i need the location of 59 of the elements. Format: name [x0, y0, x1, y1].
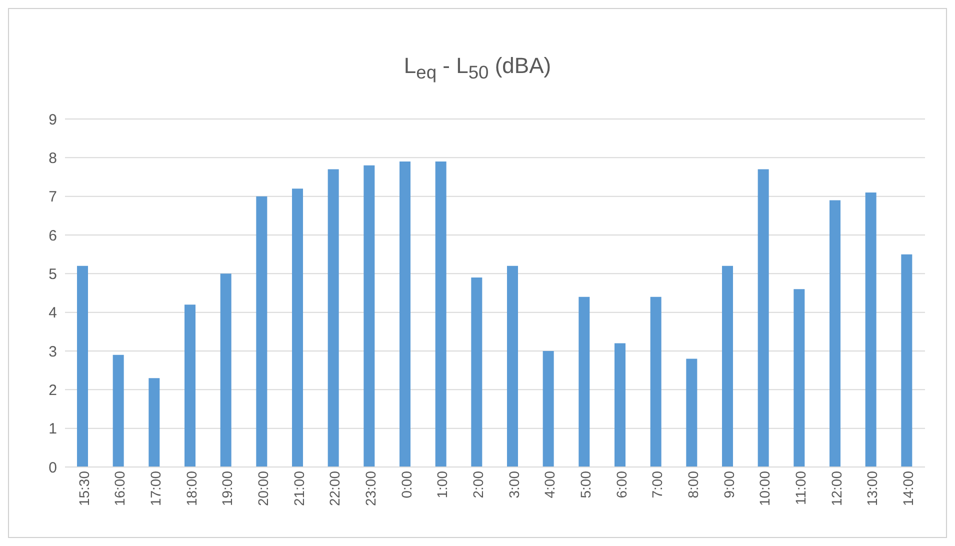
bar: [220, 274, 232, 467]
x-tick-label: 16:00: [112, 470, 128, 506]
bar: [722, 266, 733, 467]
x-tick-label: 0:00: [398, 470, 414, 498]
x-tick-label: 22:00: [326, 470, 343, 506]
bar: [794, 289, 805, 467]
y-tick-label: 8: [48, 150, 57, 167]
bar: [758, 169, 769, 467]
y-tick-label: 9: [48, 111, 57, 128]
bar: [400, 162, 410, 467]
x-tick-label: 17:00: [148, 470, 164, 506]
y-tick-label: 3: [48, 343, 57, 360]
bar: [256, 196, 268, 467]
x-tick-label: 12:00: [828, 470, 844, 506]
x-tick-label: 14:00: [900, 470, 916, 506]
bar: [614, 343, 626, 467]
x-tick-label: 18:00: [183, 470, 200, 506]
bar: [542, 351, 554, 467]
x-tick-label: 3:00: [506, 470, 522, 498]
y-tick-label: 6: [48, 227, 57, 244]
chart-title: L$_{eq}$ - L$_{50}$ (dBA): [402, 53, 552, 84]
bar: [112, 354, 124, 467]
bar: [471, 278, 482, 467]
bar: [578, 296, 590, 467]
x-tick-label: 2:00: [470, 470, 486, 498]
bar: [328, 169, 339, 467]
bar: [686, 358, 698, 467]
x-tick-label: 10:00: [756, 470, 773, 506]
y-tick-label: 5: [48, 266, 57, 283]
x-tick-label: 9:00: [720, 470, 737, 498]
bar: [435, 162, 446, 467]
y-tick-label: 7: [48, 188, 57, 206]
x-tick-label: 20:00: [255, 470, 272, 506]
bar: [148, 378, 160, 467]
bar: [77, 266, 88, 467]
x-tick-label: 21:00: [290, 470, 307, 506]
bar: [184, 304, 196, 467]
bar: [364, 165, 375, 467]
x-tick-label: 15:30: [76, 470, 92, 506]
x-tick-label: 23:00: [362, 470, 379, 506]
x-tick-label: 6:00: [613, 470, 630, 498]
y-tick-label: 4: [48, 304, 57, 322]
bar: [507, 266, 518, 467]
x-tick-label: 4:00: [542, 470, 558, 498]
x-tick-label: 8:00: [685, 470, 702, 498]
x-tick-label: 19:00: [219, 470, 236, 506]
bar: [865, 192, 876, 467]
bar: [650, 296, 662, 467]
x-tick-label: 7:00: [649, 470, 666, 498]
y-tick-label: 1: [48, 420, 57, 438]
x-tick-label: 13:00: [864, 470, 880, 506]
bar: [901, 254, 912, 467]
y-tick-label: 0: [48, 459, 57, 476]
x-tick-label: 1:00: [434, 470, 450, 498]
bar: [830, 200, 840, 467]
y-tick-label: 2: [48, 382, 57, 399]
x-tick-label: 11:00: [792, 470, 809, 505]
x-tick-label: 5:00: [578, 470, 594, 498]
bar: [292, 188, 303, 467]
